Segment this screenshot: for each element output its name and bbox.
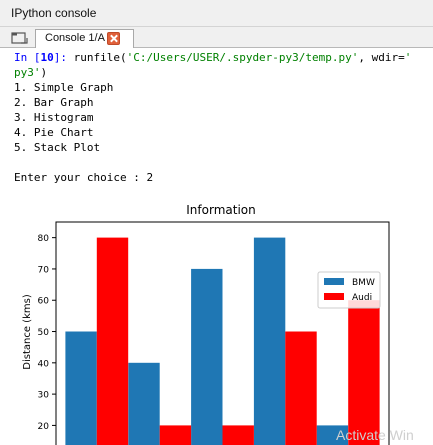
legend-label-audi: Audi — [352, 293, 372, 303]
chart-title: Information — [186, 203, 255, 217]
command-function: runfile( — [73, 51, 127, 64]
bar-chart: Information Distance (kms) 0102030405060… — [22, 203, 390, 445]
bar-bmw-4 — [316, 425, 349, 445]
command-close: ) — [40, 66, 48, 79]
y-tick-label: 50 — [38, 328, 50, 338]
legend-label-bmw: BMW — [352, 278, 375, 288]
y-axis-label: Distance (kms) — [22, 294, 33, 370]
bar-bmw-2 — [191, 268, 223, 445]
bar-audi-4 — [348, 300, 380, 445]
bar-audi-2 — [222, 425, 254, 445]
console-tab-bar: Console 1/A — [0, 27, 433, 48]
legend-swatch-audi — [324, 293, 344, 300]
command-line-wrap: py3') — [14, 65, 47, 80]
close-icon[interactable] — [107, 32, 120, 45]
y-tick-label: 80 — [38, 234, 50, 244]
console-pane-titlebar: IPython console — [0, 0, 433, 27]
command-line: In [10]: runfile('C:/Users/USER/.spyder-… — [14, 50, 411, 65]
command-arg-path: 'C:/Users/USER/.spyder-py3/temp.py' — [126, 51, 359, 64]
prompt-close: ]: — [53, 51, 74, 64]
bar-audi-0 — [96, 237, 129, 445]
command-arg-wdir-start: ' — [404, 51, 412, 64]
pane-title: IPython console — [11, 6, 97, 20]
tab-label: Console 1/A — [45, 32, 105, 44]
menu-item: 1. Simple Graph — [14, 81, 114, 94]
plot-frame — [55, 221, 390, 445]
prompt-in: In [ — [14, 51, 41, 64]
command-arg-wdir-end: py3' — [14, 66, 41, 79]
menu-item: 2. Bar Graph — [14, 96, 94, 109]
activation-watermark: Activate Win — [336, 427, 414, 443]
bar-audi-3 — [285, 331, 317, 445]
tab-console-1a[interactable]: Console 1/A — [35, 29, 134, 48]
bar-audi-1 — [159, 425, 192, 445]
legend-swatch-bmw — [324, 278, 344, 285]
prompt-number: 10 — [40, 51, 54, 64]
menu-item: 3. Histogram — [14, 111, 94, 124]
browse-tabs-icon[interactable] — [11, 30, 29, 45]
bars-group — [65, 237, 380, 445]
console-output[interactable]: In [10]: runfile('C:/Users/USER/.spyder-… — [0, 48, 433, 445]
bar-bmw-0 — [65, 331, 97, 445]
y-tick-label: 70 — [38, 265, 50, 275]
y-tick-label: 20 — [38, 422, 50, 432]
y-ticks-group: 01020304050607080 — [38, 234, 56, 432]
menu-item: 4. Pie Chart — [14, 126, 94, 139]
y-tick-label: 30 — [38, 391, 50, 401]
y-tick-label: 60 — [38, 297, 50, 307]
choice-prompt: Enter your choice : 2 — [14, 171, 154, 184]
menu-item: 5. Stack Plot — [14, 141, 101, 154]
legend: BMW Audi — [317, 271, 381, 309]
bar-bmw-3 — [253, 237, 286, 445]
bar-bmw-1 — [128, 362, 160, 445]
command-separator: , wdir= — [358, 51, 405, 64]
y-tick-label: 40 — [38, 359, 50, 369]
